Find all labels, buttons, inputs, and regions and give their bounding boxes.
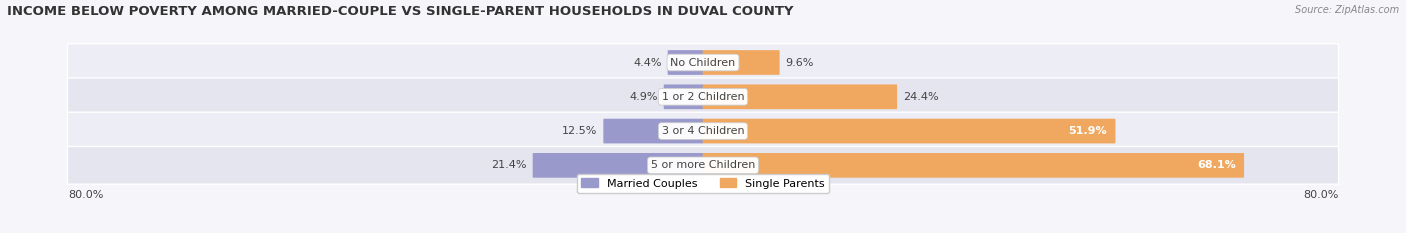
Text: 24.4%: 24.4% — [903, 92, 939, 102]
Text: 5 or more Children: 5 or more Children — [651, 160, 755, 170]
FancyBboxPatch shape — [703, 84, 897, 109]
Text: No Children: No Children — [671, 58, 735, 68]
Text: 9.6%: 9.6% — [786, 58, 814, 68]
Text: 21.4%: 21.4% — [491, 160, 527, 170]
Legend: Married Couples, Single Parents: Married Couples, Single Parents — [576, 174, 830, 193]
Text: 68.1%: 68.1% — [1197, 160, 1236, 170]
FancyBboxPatch shape — [664, 84, 703, 109]
Text: Source: ZipAtlas.com: Source: ZipAtlas.com — [1295, 5, 1399, 15]
Text: 80.0%: 80.0% — [1303, 190, 1339, 200]
Text: 4.9%: 4.9% — [630, 92, 658, 102]
Text: 3 or 4 Children: 3 or 4 Children — [662, 126, 744, 136]
FancyBboxPatch shape — [668, 50, 703, 75]
Text: 12.5%: 12.5% — [562, 126, 598, 136]
FancyBboxPatch shape — [67, 78, 1339, 116]
Text: 4.4%: 4.4% — [633, 58, 662, 68]
FancyBboxPatch shape — [603, 119, 703, 143]
FancyBboxPatch shape — [703, 50, 779, 75]
FancyBboxPatch shape — [67, 44, 1339, 81]
Text: 80.0%: 80.0% — [67, 190, 103, 200]
FancyBboxPatch shape — [67, 112, 1339, 150]
FancyBboxPatch shape — [703, 119, 1115, 143]
FancyBboxPatch shape — [703, 153, 1244, 178]
Text: 51.9%: 51.9% — [1069, 126, 1107, 136]
FancyBboxPatch shape — [533, 153, 703, 178]
Text: 1 or 2 Children: 1 or 2 Children — [662, 92, 744, 102]
Text: INCOME BELOW POVERTY AMONG MARRIED-COUPLE VS SINGLE-PARENT HOUSEHOLDS IN DUVAL C: INCOME BELOW POVERTY AMONG MARRIED-COUPL… — [7, 5, 793, 18]
FancyBboxPatch shape — [67, 147, 1339, 184]
